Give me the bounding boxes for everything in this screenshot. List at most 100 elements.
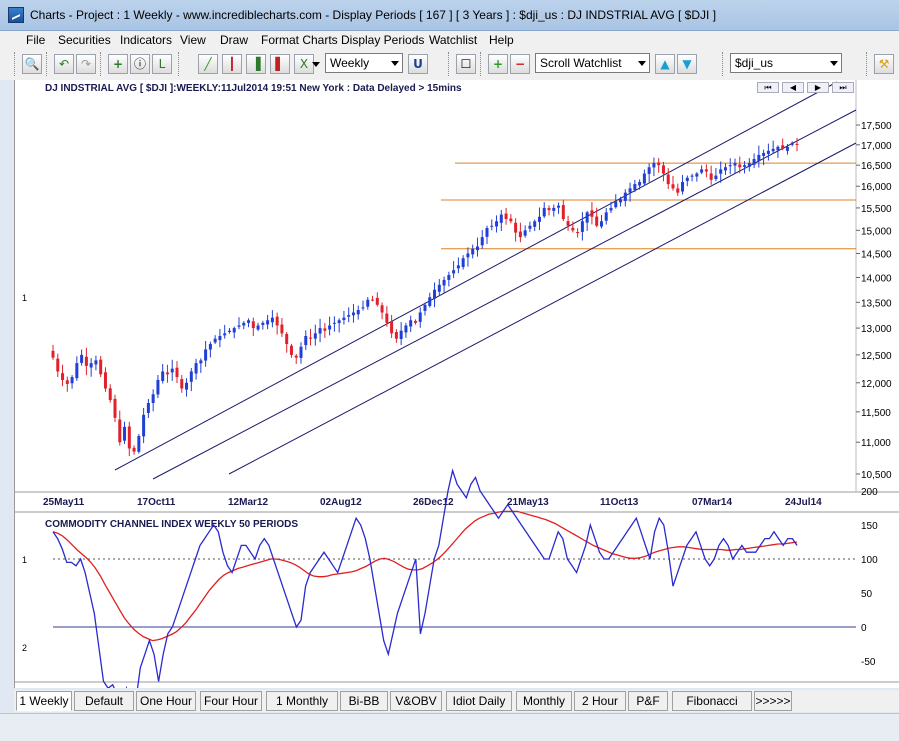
- tab-more[interactable]: >>>>>: [754, 691, 792, 711]
- tab-2-hour[interactable]: 2 Hour: [574, 691, 626, 711]
- bar-chart-icon[interactable]: ┃: [222, 54, 242, 74]
- tab-default[interactable]: Default: [74, 691, 134, 711]
- toolbar-grip[interactable]: [480, 52, 484, 76]
- menu-draw[interactable]: Draw: [220, 33, 249, 47]
- tab-bi-bb[interactable]: Bi-BB: [340, 691, 388, 711]
- nav-prev-button[interactable]: ◀: [782, 82, 804, 93]
- toolbar-grip[interactable]: [866, 52, 870, 76]
- candle-body: [576, 232, 580, 234]
- toolbar-grip[interactable]: [46, 52, 50, 76]
- tools-icon[interactable]: ⚒: [874, 54, 894, 74]
- symbol-input[interactable]: $dji_us: [730, 53, 842, 73]
- candle-body: [156, 379, 160, 395]
- tab-idiot-daily[interactable]: Idiot Daily: [446, 691, 512, 711]
- candle-body: [189, 371, 193, 382]
- menu-watchlist[interactable]: Watchlist: [429, 33, 478, 47]
- add-watchlist-icon[interactable]: +: [488, 54, 508, 74]
- candle-body: [251, 321, 255, 329]
- candle-body: [723, 167, 727, 171]
- candle-body: [442, 279, 446, 286]
- menu-help[interactable]: Help: [489, 33, 514, 47]
- toolbar-grip[interactable]: [722, 52, 726, 76]
- toolbar-grip[interactable]: [178, 52, 182, 76]
- info-icon[interactable]: ⓘ: [130, 54, 150, 74]
- candle-body: [604, 212, 608, 221]
- crosshair-icon[interactable]: +: [108, 54, 128, 74]
- channel-line: [114, 81, 838, 471]
- menu-format-charts[interactable]: Format Charts: [261, 33, 338, 47]
- scroll-down-icon[interactable]: ▼: [677, 54, 697, 74]
- pnf-icon[interactable]: X: [294, 54, 314, 74]
- candle-body: [285, 333, 289, 345]
- zoom-icon[interactable]: 🔍: [22, 54, 42, 74]
- candle-body: [614, 201, 618, 208]
- candle-body: [351, 312, 355, 316]
- candle-body: [99, 359, 103, 375]
- tab-four-hour[interactable]: Four Hour: [200, 691, 262, 711]
- tab-1-weekly[interactable]: 1 Weekly: [16, 691, 72, 711]
- tab-v-obv[interactable]: V&OBV: [390, 691, 442, 711]
- price-panel-header: DJ INDSTRIAL AVG [ $DJI ]:WEEKLY:11Jul20…: [45, 83, 462, 94]
- chart-type-dropdown-icon[interactable]: [312, 62, 320, 67]
- price-tick-label: 17,500: [861, 121, 892, 132]
- tab-fibonacci[interactable]: Fibonacci: [672, 691, 752, 711]
- price-panel-label: 1: [22, 293, 27, 303]
- price-tick-label: 16,500: [861, 161, 892, 172]
- remove-watchlist-icon[interactable]: −: [510, 54, 530, 74]
- chart-canvas[interactable]: DJ INDSTRIAL AVG [ $DJI ]:WEEKLY:11Jul20…: [15, 80, 899, 688]
- nav-first-button[interactable]: ⏮: [757, 82, 779, 93]
- toolbar-grip[interactable]: [14, 52, 18, 76]
- candle-body: [642, 173, 646, 184]
- date-axis: 25May11 17Oct11 12Mar12 02Aug12 26Dec12 21May…: [43, 497, 822, 508]
- period-select-value: Weekly: [330, 56, 370, 70]
- nav-next-button[interactable]: ▶: [807, 82, 829, 93]
- candle-body: [309, 337, 313, 339]
- nav-last-button[interactable]: ⏭: [832, 82, 854, 93]
- candle-body: [590, 210, 594, 217]
- page-icon[interactable]: ☐: [456, 54, 476, 74]
- candle-body: [518, 231, 522, 238]
- period-select[interactable]: Weekly: [325, 53, 403, 73]
- toolbar-grip[interactable]: [100, 52, 104, 76]
- candle-body: [452, 270, 456, 274]
- tab-monthly[interactable]: Monthly: [516, 691, 572, 711]
- redo-icon[interactable]: ↷: [76, 54, 96, 74]
- chart-area[interactable]: DJ INDSTRIAL AVG [ $DJI ]:WEEKLY:11Jul20…: [14, 80, 899, 688]
- menu-display-periods[interactable]: Display Periods: [341, 33, 425, 47]
- menu-view[interactable]: View: [180, 33, 206, 47]
- cci-panel-label-1: 1: [22, 555, 27, 565]
- tab-one-hour[interactable]: One Hour: [136, 691, 196, 711]
- candle-body: [480, 237, 484, 246]
- candle-body: [461, 258, 465, 268]
- candle-body: [690, 175, 694, 177]
- line-chart-icon[interactable]: ╱: [198, 54, 218, 74]
- layout-icon[interactable]: L: [152, 54, 172, 74]
- candle-body: [776, 146, 780, 151]
- candle-body: [485, 228, 489, 237]
- scale-icon[interactable]: U: [408, 54, 428, 74]
- undo-icon[interactable]: ↶: [54, 54, 74, 74]
- tab-pnf[interactable]: P&F: [628, 691, 668, 711]
- tab-1-monthly[interactable]: 1 Monthly: [266, 691, 338, 711]
- candle-body: [409, 320, 413, 327]
- menu-file[interactable]: File: [26, 33, 46, 47]
- menu-securities[interactable]: Securities: [58, 33, 111, 47]
- candle-body: [113, 398, 117, 418]
- candle-body: [676, 188, 680, 193]
- watchlist-select[interactable]: Scroll Watchlist: [535, 53, 650, 73]
- candle-body: [528, 225, 532, 229]
- candle-body: [399, 330, 403, 340]
- candle-body: [323, 328, 327, 331]
- candle-body: [762, 152, 766, 156]
- candle-body: [227, 330, 231, 333]
- candle-red-icon[interactable]: ▌: [270, 54, 290, 74]
- price-tick-label: 15,500: [861, 204, 892, 215]
- candle-body: [795, 143, 799, 145]
- menu-indicators[interactable]: Indicators: [120, 33, 173, 47]
- candle-body: [633, 184, 637, 191]
- toolbar-grip[interactable]: [448, 52, 452, 76]
- candle-body: [671, 184, 675, 189]
- chevron-down-icon: [830, 61, 838, 66]
- scroll-up-icon[interactable]: ▲: [655, 54, 675, 74]
- candlestick-icon[interactable]: ▐: [246, 54, 266, 74]
